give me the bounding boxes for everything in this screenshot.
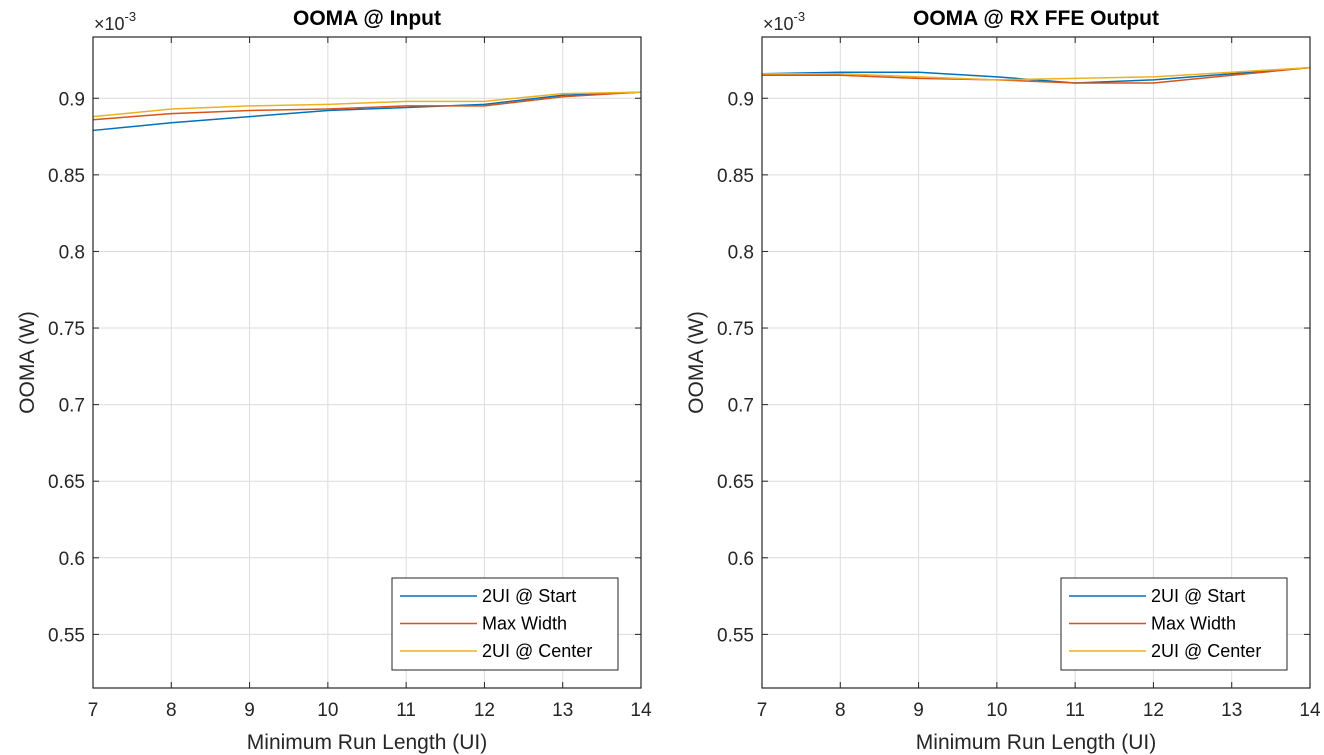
x-axis-label: Minimum Run Length (UI): [247, 731, 487, 754]
y-exponent-label: ×10-3: [763, 9, 805, 34]
y-tick-label: 0.75: [717, 319, 754, 340]
series-line-3: [92, 91, 642, 118]
legend-label-2: Max Width: [1151, 614, 1236, 634]
chart-title: OOMA @ RX FFE Output: [913, 7, 1159, 30]
y-tick-label: 0.8: [728, 242, 754, 263]
x-tick-label: 7: [88, 700, 99, 721]
y-tick-label: 0.75: [48, 319, 85, 340]
y-tick-label: 0.7: [728, 396, 754, 417]
series-line-1: [92, 91, 642, 132]
y-tick-label: 0.85: [717, 166, 754, 187]
y-tick-label: 0.9: [728, 89, 754, 110]
y-axis-label: OOMA (W): [685, 311, 708, 414]
y-tick-label: 0.55: [48, 625, 85, 646]
x-tick-label: 14: [1299, 700, 1321, 721]
series-line-2: [762, 66, 1311, 84]
y-tick-label: 0.65: [717, 472, 754, 493]
subplot-1: 7 8 9 10 11 12 13 14 0.55 0.6 0.65 0.7 0.75 0.8 0.85 0.…: [16, 7, 652, 754]
x-tick-label: 13: [552, 700, 573, 721]
x-tick-label: 10: [986, 700, 1007, 721]
legend-label-3: 2UI @ Center: [1151, 641, 1261, 661]
x-tick-label: 7: [757, 700, 768, 721]
x-tick-label: 11: [396, 700, 416, 721]
x-tick-label: 13: [1221, 700, 1242, 721]
axes-frame: [92, 36, 642, 689]
legend-label-2: Max Width: [482, 614, 567, 634]
y-tick-label: 0.6: [728, 549, 754, 570]
series-line-1: [761, 66, 1311, 84]
series-line-3: [762, 66, 1311, 81]
y-tick-label: 0.55: [717, 625, 754, 646]
y-tick-label: 0.85: [48, 166, 85, 187]
y-exponent-label: ×10-3: [94, 9, 136, 34]
legend-label-1: 2UI @ Start: [1151, 586, 1245, 606]
x-tick-label: 8: [835, 700, 846, 721]
x-axis-label: Minimum Run Length (UI): [916, 731, 1156, 754]
legend: 2UI @ Start Max Width 2UI @ Center: [1060, 577, 1288, 671]
y-tick-label: 0.6: [59, 549, 85, 570]
subplot-2: 7 8 9 10 11 12 13 14 0.55 0.6 0.65 0.7 0.75 0.8 0.85 0.…: [685, 7, 1321, 754]
x-tick-label: 9: [244, 700, 255, 721]
axes-frame: [761, 36, 1311, 689]
y-axis-label: OOMA (W): [16, 311, 39, 414]
y-tick-label: 0.8: [59, 242, 85, 263]
legend: 2UI @ Start Max Width 2UI @ Center: [391, 577, 619, 671]
x-tick-label: 12: [1143, 700, 1164, 721]
x-tick-label: 8: [166, 700, 177, 721]
x-tick-label: 14: [630, 700, 652, 721]
legend-label-3: 2UI @ Center: [482, 641, 592, 661]
y-tick-label: 0.7: [59, 396, 85, 417]
series-line-2: [92, 91, 642, 121]
x-tick-label: 11: [1065, 700, 1085, 721]
x-tick-label: 12: [474, 700, 495, 721]
x-tick-label: 10: [317, 700, 338, 721]
legend-label-1: 2UI @ Start: [482, 586, 576, 606]
y-tick-label: 0.65: [48, 472, 85, 493]
y-tick-label: 0.9: [59, 89, 85, 110]
chart-title: OOMA @ Input: [293, 7, 441, 30]
x-tick-label: 9: [913, 700, 924, 721]
